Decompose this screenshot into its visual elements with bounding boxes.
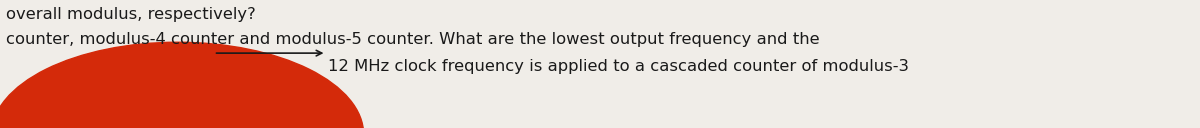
Text: overall modulus, respectively?: overall modulus, respectively?: [6, 7, 256, 22]
Text: 12 MHz clock frequency is applied to a cascaded counter of modulus-3: 12 MHz clock frequency is applied to a c…: [328, 59, 908, 74]
Text: counter, modulus-4 counter and modulus-5 counter. What are the lowest output fre: counter, modulus-4 counter and modulus-5…: [6, 32, 820, 47]
Ellipse shape: [0, 42, 364, 128]
